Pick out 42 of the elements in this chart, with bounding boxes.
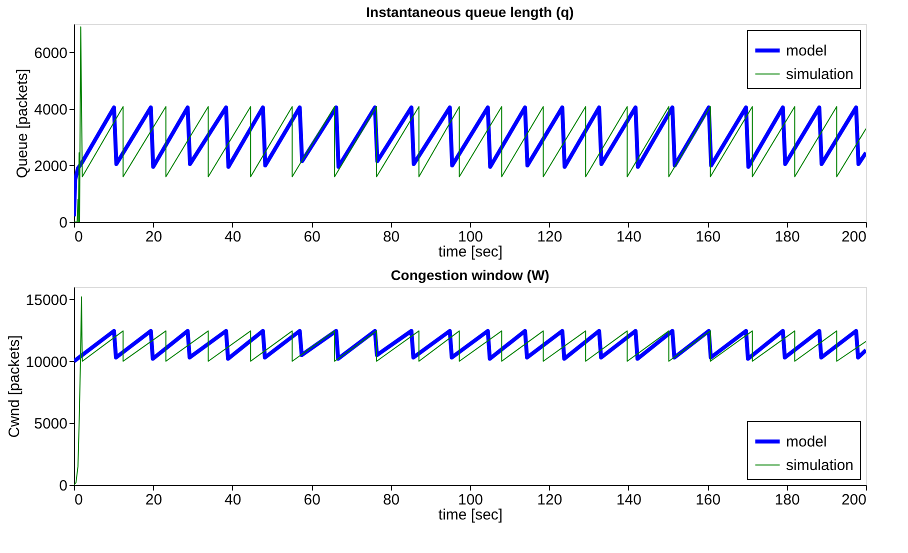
x-tick-label: 100 (458, 492, 484, 508)
x-tick-label: 120 (537, 228, 562, 246)
x-tick-label: 160 (696, 492, 721, 508)
x-tick-label: 140 (616, 228, 642, 246)
y-tick-label: 4000 (34, 101, 68, 118)
x-tick-label: 20 (145, 492, 162, 508)
line-series (74, 105, 866, 218)
chart-title: Congestion window (W) (390, 267, 550, 283)
x-tick-label: 200 (841, 492, 866, 508)
x-tick-label: 20 (145, 228, 162, 246)
legend-label: model (786, 434, 827, 450)
x-tick-label: 120 (537, 492, 562, 508)
y-tick-label: 15000 (26, 292, 68, 309)
x-tick-label: 180 (774, 228, 800, 246)
x-tick-label: 80 (382, 228, 400, 246)
x-tick-label: 140 (616, 492, 642, 508)
legend-label: simulation (786, 66, 854, 83)
chart-title: Instantaneous queue length (q) (366, 4, 574, 20)
y-tick-label: 5000 (34, 416, 68, 433)
x-tick-label: 100 (458, 228, 484, 246)
x-tick-label: 80 (382, 492, 400, 508)
x-tick-label: 40 (224, 492, 242, 508)
legend-label: model (786, 42, 827, 60)
y-tick-label: 0 (59, 478, 68, 494)
x-tick-label: 160 (696, 228, 721, 246)
line-series (74, 328, 866, 364)
y-tick-label: 0 (59, 214, 68, 232)
y-tick-label: 6000 (34, 44, 68, 62)
x-tick-label: 200 (841, 228, 866, 246)
y-axis-title: Queue [packets] (14, 68, 32, 178)
x-tick-label: 40 (224, 228, 242, 246)
y-tick-label: 2000 (34, 158, 68, 175)
x-tick-label: 180 (774, 492, 800, 508)
y-tick-label: 10000 (26, 354, 68, 371)
x-axis-title: time [sec] (438, 244, 503, 260)
x-axis-title: time [sec] (438, 506, 503, 524)
x-tick-label: 0 (74, 228, 83, 246)
y-axis-title: Cwnd [packets] (6, 335, 23, 438)
x-tick-label: 60 (304, 228, 320, 246)
x-tick-label: 60 (304, 492, 320, 508)
legend-label: simulation (786, 457, 854, 474)
x-tick-label: 0 (74, 492, 83, 508)
